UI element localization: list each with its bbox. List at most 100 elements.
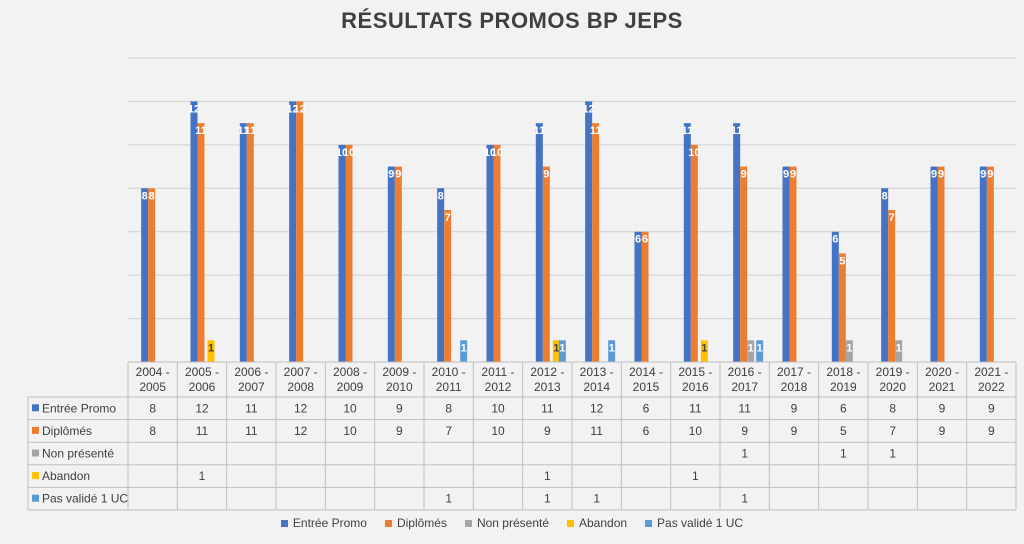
bar-data-label: 1 — [701, 342, 707, 354]
x-tick-label: 2004 - — [136, 365, 170, 379]
table-cell-value: 6 — [643, 401, 650, 415]
bar-data-label: 1 — [553, 342, 559, 354]
bar-data-label: 10 — [336, 147, 348, 159]
row-header: Pas validé 1 UC — [42, 492, 128, 506]
bar-data-label: 11 — [731, 125, 743, 137]
row-header: Non présenté — [42, 447, 114, 461]
bar-1 — [888, 210, 896, 362]
table-cell-value: 9 — [741, 424, 748, 438]
table-cell-value: 1 — [741, 492, 748, 506]
table-cell-value: 9 — [939, 401, 946, 415]
bar-4 — [608, 340, 616, 362]
table-cell-value: 1 — [445, 492, 452, 506]
bar-1 — [690, 144, 698, 362]
table-cell-value: 9 — [544, 424, 551, 438]
x-tick-label: 2008 - — [333, 365, 367, 379]
table-cell-value: 11 — [196, 424, 209, 438]
bar-data-label: 9 — [938, 169, 944, 181]
x-tick-label: 2013 — [534, 380, 561, 394]
bar-1 — [296, 101, 304, 362]
table-cell-value: 8 — [889, 401, 896, 415]
bar-2 — [895, 340, 903, 362]
bar-data-label: 1 — [208, 342, 214, 354]
table-cell-value: 1 — [692, 469, 699, 483]
bar-1 — [592, 123, 600, 363]
table-cell-value: 5 — [840, 424, 847, 438]
bar-data-label: 6 — [642, 234, 648, 246]
bar-data-label: 1 — [559, 342, 565, 354]
bar-0 — [535, 123, 543, 363]
bar-data-label: 9 — [987, 169, 993, 181]
legend-label: Entrée Promo — [292, 516, 367, 530]
table-cell-value: 9 — [988, 424, 995, 438]
bar-0 — [387, 166, 395, 362]
x-tick-label: 2021 — [929, 380, 956, 394]
bar-data-label: 10 — [688, 147, 700, 159]
legend-swatch — [645, 519, 653, 527]
bar-0 — [486, 144, 494, 362]
bar-2 — [845, 340, 853, 362]
bar-data-label: 5 — [839, 255, 845, 267]
table-cell-value: 1 — [544, 469, 551, 483]
x-tick-label: 2015 - — [678, 365, 712, 379]
table-cell-value: 9 — [396, 401, 403, 415]
x-tick-label: 2010 — [386, 380, 413, 394]
bar-data-label: 8 — [882, 190, 888, 202]
bar-0 — [585, 101, 593, 362]
bar-3 — [700, 340, 708, 362]
table-cell-value: 11 — [541, 401, 554, 415]
legend-label: Diplômés — [396, 516, 447, 530]
bar-data-label: 8 — [142, 190, 148, 202]
bar-data-label: 10 — [343, 147, 355, 159]
bar-data-label: 11 — [245, 125, 257, 137]
x-tick-label: 2018 — [781, 380, 808, 394]
table-cell-value: 9 — [791, 424, 798, 438]
x-tick-label: 2020 — [879, 380, 906, 394]
bar-data-label: 8 — [438, 190, 444, 202]
table-cell-value: 10 — [343, 401, 357, 415]
bar-data-label: 9 — [980, 169, 986, 181]
table-cell-value: 7 — [889, 424, 896, 438]
legend-label: Pas validé 1 UC — [657, 516, 744, 530]
bar-data-label: 11 — [238, 125, 250, 137]
table-cell-value: 7 — [445, 424, 452, 438]
legend-label: Non présenté — [476, 516, 549, 530]
table-cell-value: 12 — [294, 401, 308, 415]
bar-1 — [789, 166, 797, 362]
legend-label: Abandon — [579, 516, 628, 530]
table-cell-value: 8 — [445, 401, 452, 415]
row-legend-key — [32, 449, 39, 457]
bar-3 — [552, 340, 560, 362]
bar-data-label: 1 — [461, 342, 467, 354]
x-tick-label: 2017 - — [777, 365, 811, 379]
bar-4 — [558, 340, 566, 362]
x-tick-label: 2010 - — [432, 365, 466, 379]
bar-data-label: 6 — [635, 234, 641, 246]
bar-data-label: 9 — [543, 169, 549, 181]
bar-data-label: 1 — [609, 342, 615, 354]
table-cell-value: 8 — [149, 424, 156, 438]
table-cell-value: 8 — [149, 401, 156, 415]
x-tick-label: 2021 - — [974, 365, 1008, 379]
bar-0 — [733, 123, 741, 363]
bar-data-label: 11 — [682, 125, 694, 137]
table-cell-value: 1 — [840, 447, 847, 461]
x-tick-label: 2007 - — [284, 365, 318, 379]
table-cell-value: 10 — [491, 401, 505, 415]
bar-data-label: 11 — [195, 125, 207, 137]
legend-swatch — [567, 519, 574, 527]
bar-0 — [239, 123, 247, 363]
bar-1 — [986, 166, 994, 362]
legend-swatch — [464, 519, 472, 527]
bar-0 — [289, 101, 297, 362]
table-cell-value: 10 — [689, 424, 703, 438]
bar-0 — [634, 231, 642, 362]
x-tick-label: 2016 — [682, 380, 709, 394]
table-cell-value: 10 — [491, 424, 505, 438]
bar-data-label: 1 — [748, 342, 754, 354]
bar-4 — [460, 340, 468, 362]
bar-data-label: 8 — [149, 190, 155, 202]
table-cell-value: 9 — [939, 424, 946, 438]
bar-data-label: 10 — [491, 147, 503, 159]
table-cell-value: 9 — [396, 424, 403, 438]
